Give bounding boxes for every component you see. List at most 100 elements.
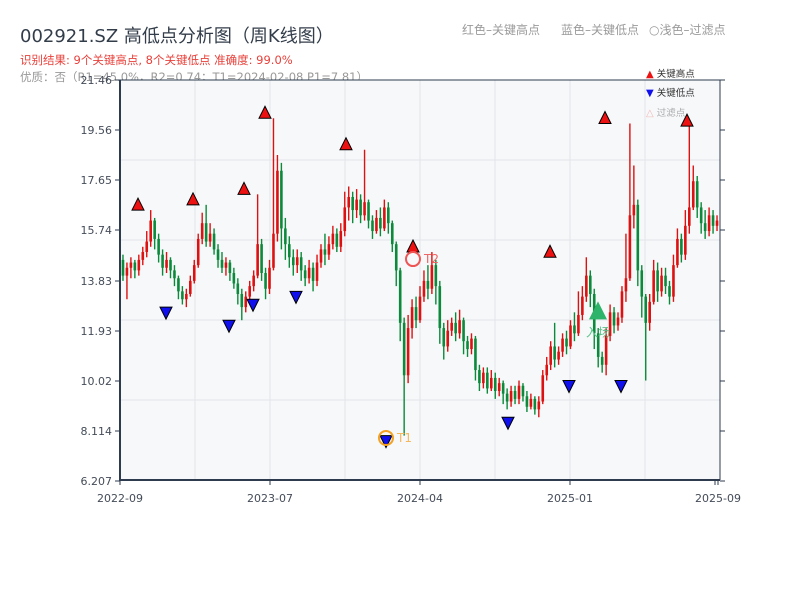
candle-body (699, 207, 703, 224)
candle-body (680, 238, 683, 255)
key-low-marker (614, 380, 628, 394)
y-tick-label: 13.83 (81, 275, 113, 288)
candle-body (478, 370, 481, 384)
candle-body (640, 270, 644, 297)
candle-body (505, 393, 509, 402)
candle-body (553, 346, 556, 360)
candle-body (299, 257, 303, 271)
entry-marker (589, 301, 607, 320)
candle-body (691, 181, 695, 208)
candle-body (406, 328, 410, 376)
candle-body (379, 217, 382, 229)
candle-body (236, 283, 240, 294)
candle-body (303, 270, 307, 279)
triangle-up-light-icon: △ (646, 108, 654, 119)
candle-body (684, 225, 687, 255)
key-high-marker (131, 196, 145, 211)
candle-body (652, 270, 655, 302)
candle-body (497, 383, 501, 392)
candle-body (371, 220, 374, 232)
candle-body (533, 398, 537, 410)
x-tick-label: 2022-09 (97, 492, 143, 505)
candle-body (620, 291, 624, 318)
t2-label: T2 (423, 252, 439, 266)
candle-body (204, 223, 208, 242)
candle-body (581, 296, 584, 315)
candle-body (387, 207, 390, 224)
candle-body (181, 291, 184, 300)
candle-body (687, 207, 691, 226)
y-tick-label: 10.02 (81, 375, 113, 388)
candle-body (462, 320, 465, 342)
y-tick-label: 21.46 (81, 74, 113, 87)
candle-body (501, 383, 505, 394)
candle-body (169, 259, 172, 271)
candle-body (161, 254, 164, 268)
candle-body (260, 244, 263, 274)
candle-body (513, 391, 517, 399)
t1-circle (378, 429, 394, 446)
top-legend-light: ○浅色–过滤点 (649, 23, 726, 37)
candle-body (311, 267, 315, 281)
candle-body (288, 244, 291, 258)
candle-body (359, 199, 362, 216)
candle-body (656, 270, 659, 292)
key-high-marker (237, 181, 251, 195)
candle-body (632, 204, 636, 216)
candle-body (402, 322, 406, 376)
candle-body (327, 244, 331, 255)
legend-item-key-low: ▼ 关键低点 (646, 88, 695, 99)
key-low-marker (222, 319, 236, 334)
candle-body (375, 217, 378, 232)
candle-body (569, 325, 572, 347)
candle-body (525, 396, 529, 407)
candle-body (307, 267, 311, 279)
key-high-marker (598, 110, 612, 125)
candle-body (153, 220, 156, 239)
y-tick-label: 15.74 (81, 224, 113, 237)
candle-body (232, 273, 236, 284)
candle-body (430, 265, 434, 289)
candle-body (418, 296, 422, 321)
candle-body (165, 259, 168, 268)
candle-body (588, 275, 592, 294)
candle-body (426, 280, 430, 289)
candle-body (331, 233, 335, 245)
result-summary: 识别结果: 9个关键高点, 8个关键低点 准确度: 99.0% (20, 53, 293, 67)
t1-label: T1 (396, 431, 412, 445)
candle-body (125, 267, 129, 276)
candle-body (339, 231, 343, 247)
candle-body (573, 325, 576, 334)
candle-body (315, 262, 319, 281)
candle-body (636, 204, 640, 271)
candle-body (347, 196, 351, 208)
key-low-marker (562, 380, 576, 394)
legend-item-filtered: △ 过滤点 (646, 108, 686, 119)
key-high-marker (186, 191, 200, 206)
candle-body (707, 215, 711, 232)
candle-body (216, 249, 220, 260)
candle-body (414, 307, 418, 321)
candle-body (252, 275, 255, 287)
candle-body (711, 215, 715, 226)
candle-body (240, 293, 244, 308)
candle-body (450, 322, 453, 331)
candle-body (383, 207, 386, 229)
triangle-up-icon: ▲ (646, 69, 654, 80)
candle-body (604, 335, 608, 365)
candle-body (133, 262, 137, 271)
candle-body (438, 286, 442, 329)
legend-item-key-high: ▲ 关键高点 (646, 69, 695, 80)
key-high-marker (258, 105, 272, 119)
top-legend-blue: 蓝色–关键低点 (561, 23, 640, 37)
candle-body (612, 312, 616, 326)
candle-body (624, 278, 628, 292)
candle-body (363, 202, 366, 216)
candle-body (224, 262, 228, 268)
x-tick-label: 2025-09 (695, 492, 741, 505)
key-high-marker (339, 136, 353, 151)
candle-body (454, 322, 457, 334)
y-tick-label: 17.65 (81, 174, 113, 187)
y-tick-label: 19.56 (81, 124, 113, 137)
candle-body (196, 238, 200, 266)
